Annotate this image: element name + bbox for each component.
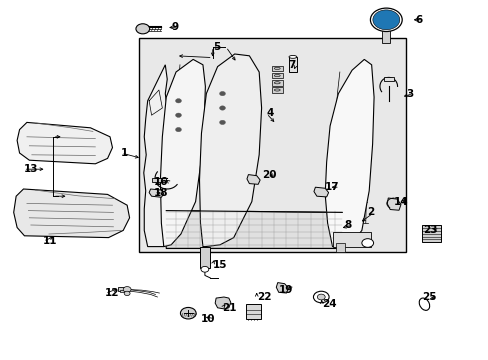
Ellipse shape: [372, 10, 399, 30]
Text: 25: 25: [421, 292, 436, 302]
Text: 13: 13: [23, 164, 38, 174]
Text: 15: 15: [212, 260, 227, 270]
Ellipse shape: [274, 67, 280, 69]
Ellipse shape: [274, 89, 280, 91]
Text: 10: 10: [200, 314, 215, 324]
Text: 17: 17: [325, 182, 339, 192]
Bar: [421, 225, 440, 242]
Ellipse shape: [288, 55, 296, 58]
Polygon shape: [325, 59, 373, 247]
Polygon shape: [246, 175, 260, 184]
Text: 22: 22: [256, 292, 271, 302]
Bar: [151, 178, 166, 182]
Bar: [288, 57, 297, 72]
Text: 20: 20: [261, 170, 276, 180]
Text: 7: 7: [288, 60, 295, 70]
Polygon shape: [149, 189, 163, 197]
Text: 1: 1: [121, 148, 128, 158]
Circle shape: [123, 287, 131, 292]
Circle shape: [219, 106, 225, 110]
Text: 5: 5: [212, 42, 220, 52]
Bar: [271, 80, 282, 86]
Text: 16: 16: [154, 177, 168, 187]
Circle shape: [180, 307, 196, 319]
Text: 12: 12: [105, 288, 120, 298]
Circle shape: [201, 266, 208, 272]
Text: 4: 4: [266, 108, 273, 118]
Circle shape: [361, 239, 373, 247]
Bar: [118, 287, 127, 291]
Text: 3: 3: [405, 89, 412, 99]
Circle shape: [175, 127, 181, 132]
Text: 14: 14: [393, 197, 407, 207]
Ellipse shape: [418, 298, 429, 310]
Polygon shape: [17, 122, 112, 164]
Circle shape: [136, 24, 149, 34]
Bar: [271, 73, 282, 78]
Polygon shape: [215, 297, 230, 309]
Circle shape: [313, 291, 328, 303]
Circle shape: [124, 291, 130, 296]
Text: 2: 2: [366, 207, 373, 217]
Ellipse shape: [274, 75, 280, 77]
Bar: [271, 87, 282, 93]
Bar: [332, 232, 370, 247]
Circle shape: [175, 99, 181, 103]
Ellipse shape: [274, 82, 280, 84]
Polygon shape: [160, 59, 205, 247]
Circle shape: [219, 120, 225, 125]
Bar: [139, 38, 405, 252]
Polygon shape: [386, 198, 400, 210]
Bar: [246, 304, 261, 319]
Polygon shape: [199, 54, 261, 247]
Text: 6: 6: [415, 15, 422, 25]
Polygon shape: [14, 189, 129, 238]
Text: 23: 23: [422, 225, 437, 235]
Circle shape: [317, 294, 325, 300]
Bar: [199, 247, 210, 268]
Text: 18: 18: [154, 188, 168, 198]
Text: 24: 24: [321, 299, 336, 309]
Bar: [271, 66, 282, 71]
Bar: [336, 243, 345, 252]
Text: 8: 8: [344, 220, 351, 230]
Polygon shape: [143, 65, 167, 247]
Text: 9: 9: [171, 22, 178, 32]
Circle shape: [219, 91, 225, 96]
Polygon shape: [313, 187, 328, 197]
Polygon shape: [165, 211, 344, 248]
Circle shape: [175, 113, 181, 117]
Text: 21: 21: [222, 303, 237, 313]
Text: 19: 19: [279, 285, 293, 295]
Ellipse shape: [370, 8, 401, 32]
Text: 11: 11: [43, 236, 58, 246]
Bar: [383, 77, 393, 81]
Bar: [120, 290, 125, 292]
Bar: [382, 23, 389, 43]
Polygon shape: [276, 283, 288, 293]
